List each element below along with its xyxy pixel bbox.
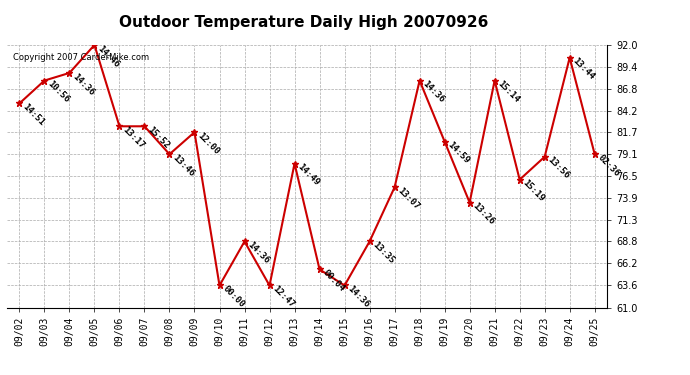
Text: 13:07: 13:07 [396, 186, 422, 211]
Text: 15:52: 15:52 [146, 125, 171, 150]
Text: 13:26: 13:26 [471, 201, 496, 226]
Text: 02:36: 02:36 [596, 153, 622, 178]
Text: 14:36: 14:36 [346, 284, 371, 309]
Text: 10:56: 10:56 [46, 79, 71, 105]
Text: 12:47: 12:47 [271, 284, 296, 309]
Text: 14:46: 14:46 [96, 44, 121, 69]
Text: Copyright 2007 CarderMike.com: Copyright 2007 CarderMike.com [13, 53, 149, 62]
Text: 15:14: 15:14 [496, 79, 522, 105]
Text: 14:36: 14:36 [71, 72, 96, 97]
Text: 00:00: 00:00 [221, 284, 246, 309]
Text: 14:49: 14:49 [296, 162, 322, 188]
Text: 13:44: 13:44 [571, 56, 596, 82]
Text: 15:19: 15:19 [521, 178, 546, 204]
Text: 12:00: 12:00 [196, 131, 221, 156]
Text: 00:04: 00:04 [321, 268, 346, 293]
Text: 13:35: 13:35 [371, 240, 396, 266]
Text: 14:59: 14:59 [446, 140, 471, 165]
Text: 13:46: 13:46 [171, 153, 196, 178]
Text: Outdoor Temperature Daily High 20070926: Outdoor Temperature Daily High 20070926 [119, 15, 489, 30]
Text: 14:36: 14:36 [246, 240, 271, 266]
Text: 13:17: 13:17 [121, 125, 146, 150]
Text: 14:51: 14:51 [21, 102, 46, 128]
Text: 13:56: 13:56 [546, 155, 571, 181]
Text: 14:36: 14:36 [421, 79, 446, 105]
